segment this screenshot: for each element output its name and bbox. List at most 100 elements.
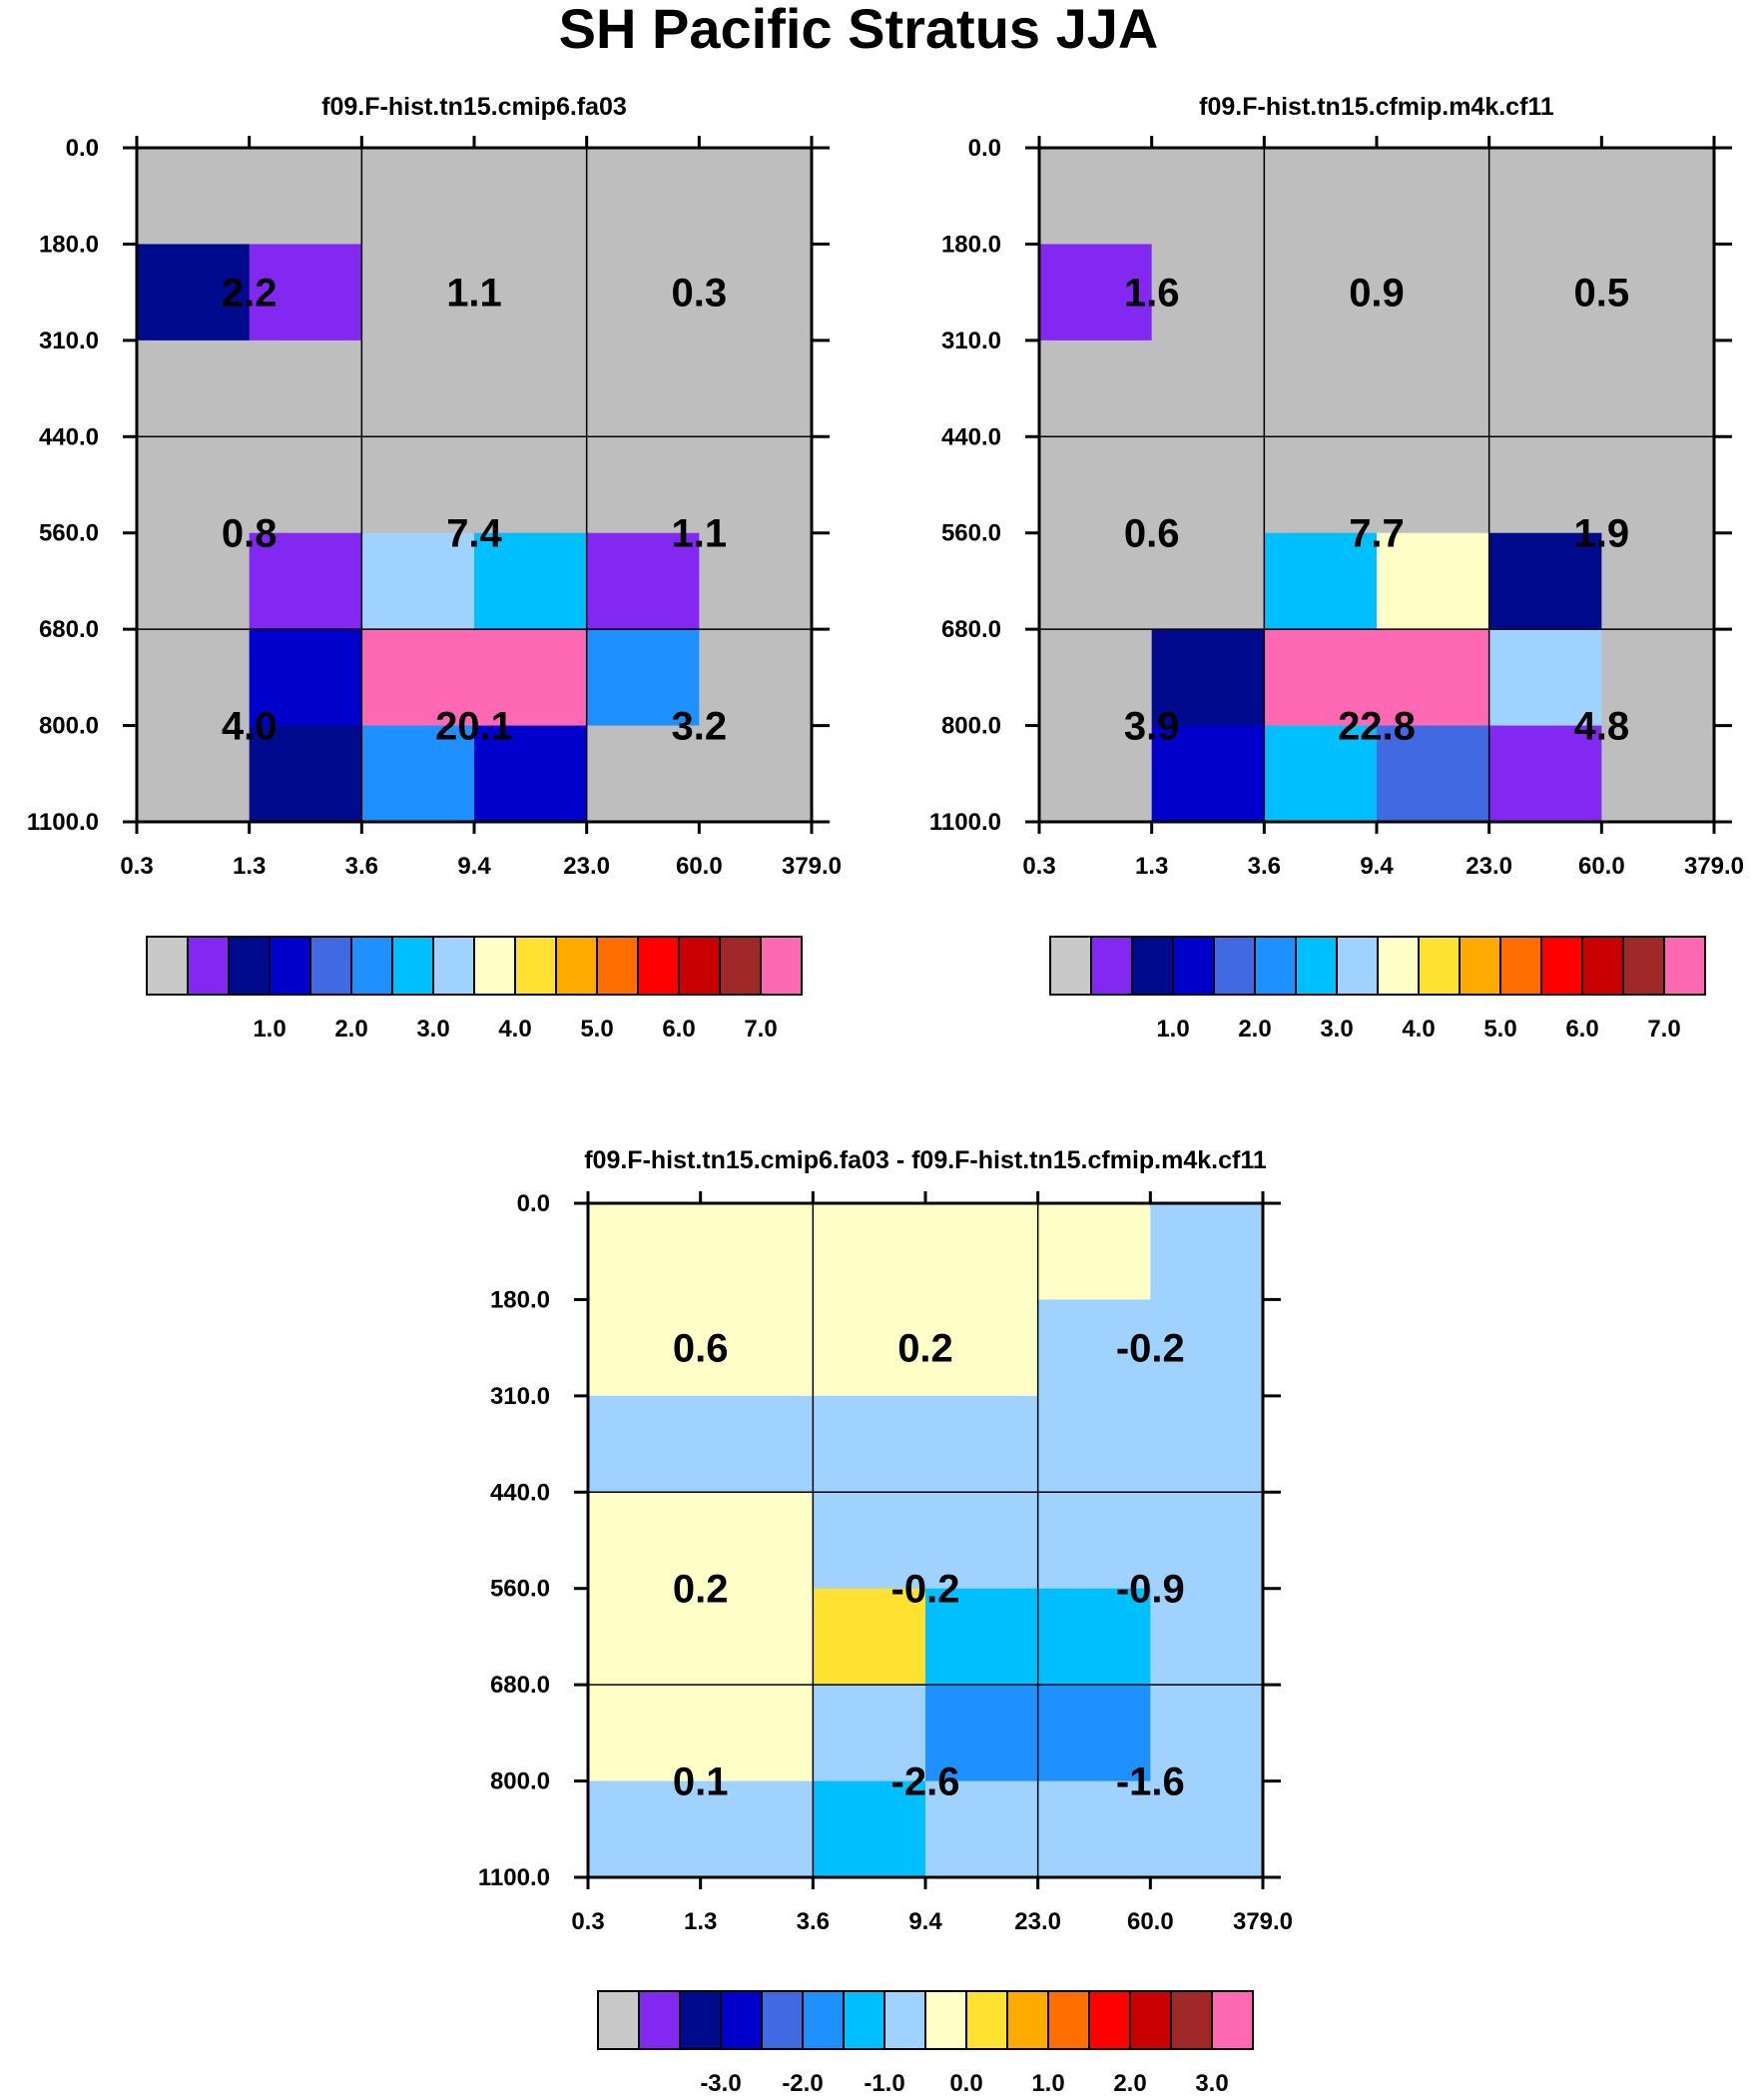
heatmap-cell — [1601, 244, 1715, 342]
colorbar-box — [1295, 936, 1338, 996]
heatmap-cell — [474, 532, 588, 630]
heatmap-cell — [1601, 436, 1715, 534]
heatmap-cell — [361, 725, 475, 823]
colorbar-box — [1129, 1990, 1172, 2050]
data-label: 0.5 — [1574, 272, 1630, 316]
heatmap-cell — [699, 532, 813, 630]
data-label: 0.6 — [673, 1327, 729, 1371]
colorbar-box — [1090, 936, 1133, 996]
heatmap-cell — [699, 629, 813, 727]
panel-experiment: f09.F-hist.tn15.cfmip.m4k.cf11 0.3 1.3 3.6 9… — [929, 93, 1744, 1043]
colorbar-box — [1663, 936, 1706, 996]
heatmap-cell — [700, 1588, 814, 1686]
colorbar-box — [187, 936, 230, 996]
heatmap-cell — [1264, 532, 1378, 630]
heatmap-cell — [1601, 629, 1715, 727]
y-tick-label: 560.0 — [39, 520, 99, 547]
x-tick-label: 379.0 — [782, 853, 842, 880]
heatmap-cell — [361, 436, 475, 534]
colorbar-box — [146, 936, 189, 996]
heatmap-cell — [925, 1203, 1039, 1301]
heatmap-cell — [588, 1299, 702, 1397]
data-label: 1.1 — [672, 512, 728, 556]
colorbar-label: -2.0 — [782, 2070, 823, 2097]
colorbar-box — [1211, 1990, 1254, 2050]
heatmap-cell — [813, 1588, 926, 1686]
colorbar-box — [1131, 936, 1174, 996]
data-label: -0.2 — [1116, 1327, 1185, 1371]
heatmap-cell — [1039, 532, 1153, 630]
heatmap-cell — [1488, 629, 1602, 727]
colorbar-label: 1.0 — [1156, 1016, 1189, 1043]
colorbar-box — [1336, 936, 1379, 996]
data-label: 0.6 — [1124, 512, 1180, 556]
heatmap-cell — [1377, 244, 1490, 342]
colorbar-box — [1088, 1990, 1131, 2050]
x-tick-label: 379.0 — [1233, 1908, 1293, 1935]
colorbar-label: 4.0 — [1402, 1016, 1435, 1043]
colorbar-box — [719, 936, 762, 996]
data-label: 20.1 — [435, 705, 513, 749]
data-label: -0.2 — [891, 1568, 960, 1612]
heatmap-cell — [1150, 1588, 1264, 1686]
colorbar-box — [1047, 1990, 1090, 2050]
colorbar-label: 5.0 — [580, 1016, 613, 1043]
colorbar-box — [597, 1990, 640, 2050]
colorbar-box — [350, 936, 393, 996]
heatmap-cell — [137, 629, 251, 727]
heatmap-cell — [1151, 148, 1265, 246]
x-tick-label: 23.0 — [1466, 853, 1512, 880]
heatmap-cell — [1151, 244, 1265, 342]
heatmap-cell — [699, 436, 813, 534]
heatmap-cell — [1601, 148, 1715, 246]
colorbar-box — [1006, 1990, 1049, 2050]
colorbar-box — [555, 936, 598, 996]
heatmap-cell — [137, 148, 251, 246]
heatmap-cell — [699, 148, 813, 246]
heatmap-cell — [1377, 340, 1490, 437]
heatmap-cell — [474, 148, 588, 246]
x-tick-label: 379.0 — [1684, 853, 1744, 880]
heatmap-cell — [1377, 436, 1490, 534]
colorbar-box — [309, 936, 352, 996]
x-tick-label: 3.6 — [345, 853, 378, 880]
colorbar-label: -1.0 — [864, 2070, 904, 2097]
y-tick-label: 800.0 — [941, 713, 1001, 740]
heatmap-cell — [700, 1685, 814, 1782]
heatmap-cell — [588, 1395, 702, 1493]
heatmap-cell — [361, 629, 475, 727]
panel-difference: f09.F-hist.tn15.cmip6.fa03 - f09.F-hist.… — [478, 1146, 1293, 2097]
heatmap-cell — [1264, 436, 1378, 534]
data-label: 1.6 — [1124, 272, 1180, 316]
colorbar-label: 5.0 — [1483, 1016, 1516, 1043]
panel-title: f09.F-hist.tn15.cfmip.m4k.cf11 — [1199, 93, 1554, 121]
y-tick-label: 680.0 — [39, 616, 99, 643]
colorbar-box — [228, 936, 271, 996]
heatmap-cell — [700, 1395, 814, 1493]
heatmap-cell — [1601, 725, 1715, 823]
y-tick-label: 180.0 — [39, 231, 99, 258]
x-tick-label: 9.4 — [908, 1908, 942, 1935]
heatmap-cell — [588, 1780, 702, 1878]
heatmap-cell — [137, 340, 251, 437]
data-label: -0.9 — [1116, 1568, 1185, 1612]
heatmap-cell — [1488, 244, 1602, 342]
colorbar-box — [514, 936, 557, 996]
colorbar-box — [1172, 936, 1215, 996]
heatmap-cell — [1037, 1395, 1151, 1493]
data-label: 0.9 — [1349, 272, 1405, 316]
colorbar-box — [720, 1990, 763, 2050]
y-tick-label: 1100.0 — [27, 809, 99, 836]
heatmap-cell — [1151, 725, 1265, 823]
heatmap-cell — [586, 340, 700, 437]
heatmap-cell — [813, 1203, 926, 1301]
y-tick-label: 560.0 — [941, 520, 1001, 547]
panel-control: f09.F-hist.tn15.cmip6.fa03 0.3 1.3 3.6 9.4 23… — [27, 93, 842, 1043]
colorbar-box — [1049, 936, 1092, 996]
colorbar-box — [1377, 936, 1420, 996]
heatmap-cell — [137, 532, 251, 630]
colorbar-box — [1213, 936, 1256, 996]
heatmap-cell — [361, 148, 475, 246]
heatmap-cell — [1037, 1685, 1151, 1782]
heatmap-cell — [700, 1203, 814, 1301]
